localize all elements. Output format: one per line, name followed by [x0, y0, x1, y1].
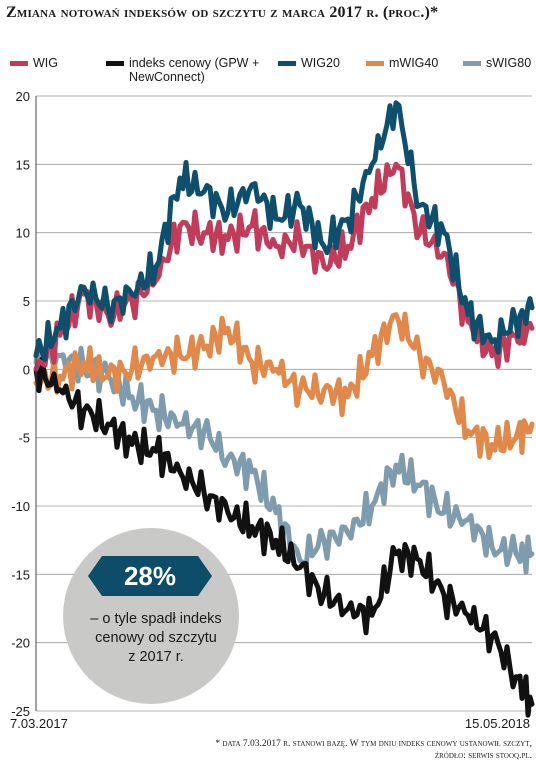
callout-badge-shape: [88, 556, 212, 596]
legend-label: mWIG40: [389, 56, 439, 70]
footnote: * data 7.03.2017 r. stanowi bazę. W tym …: [6, 738, 532, 762]
legend-label: WIG: [33, 56, 58, 70]
x-tick-label-start: 7.03.2017: [10, 716, 68, 731]
legend-item-wig: WIG: [10, 56, 58, 70]
y-tick-label: -5: [18, 431, 30, 446]
y-tick-label: -20: [11, 636, 30, 651]
callout-text: – o tyle spadł indeks cenowy od szczytu …: [76, 610, 236, 667]
footnote-line2: źródło: serwis stooq.pl.: [434, 751, 532, 761]
legend-swatch: [463, 61, 481, 66]
y-tick-label: -10: [11, 499, 30, 514]
y-tick-label: 5: [23, 294, 30, 309]
series-line-wig20: [33, 100, 535, 362]
y-tick-label: 20: [16, 89, 30, 104]
chart-title: Zmiana notowań indeksów od szczytu z mar…: [6, 4, 439, 21]
series-line-indeks: [33, 356, 535, 718]
legend-swatch: [10, 61, 28, 66]
y-tick-label: -25: [11, 704, 30, 719]
legend-item-mwig40: mWIG40: [366, 56, 438, 70]
legend-label: WIG20: [301, 56, 340, 70]
legend-label: indeks cenowy (GPW + NewConnect): [129, 56, 260, 84]
legend-swatch: [278, 61, 296, 66]
legend-item-wig20: WIG20: [278, 56, 340, 70]
callout-badge: 28%: [88, 556, 212, 596]
callout-text-line: z 2017 r.: [128, 649, 184, 665]
series-line-mwig40: [33, 311, 535, 460]
x-tick-label-end: 15.05.2018: [465, 716, 530, 731]
legend-item-swig80: sWIG80: [463, 56, 531, 70]
series-line-swig80: [33, 339, 535, 575]
callout-text-line: – o tyle spadł indeks: [90, 611, 222, 627]
legend-swatch: [106, 61, 124, 66]
callout-text-line: cenowy od szczytu: [95, 630, 217, 646]
footnote-line1: * data 7.03.2017 r. stanowi bazę. W tym …: [215, 739, 532, 749]
y-tick-label: 0: [23, 362, 30, 377]
callout-value: 28%: [124, 561, 176, 591]
series-layer: [33, 100, 535, 718]
axis-layer: 20 15 10 5 0 -5 -10 -15 -20 -257.03.2017 15.05.201…: [10, 89, 530, 731]
legend-label: sWIG80: [486, 56, 532, 70]
y-tick-label: -15: [11, 567, 30, 582]
legend-item-price-index: indeks cenowy (GPW + NewConnect): [106, 56, 276, 84]
legend: WIG indeks cenowy (GPW + NewConnect) WIG…: [8, 56, 534, 86]
y-tick-label: 15: [16, 157, 30, 172]
y-tick-label: 10: [16, 226, 30, 241]
legend-swatch: [366, 61, 384, 66]
